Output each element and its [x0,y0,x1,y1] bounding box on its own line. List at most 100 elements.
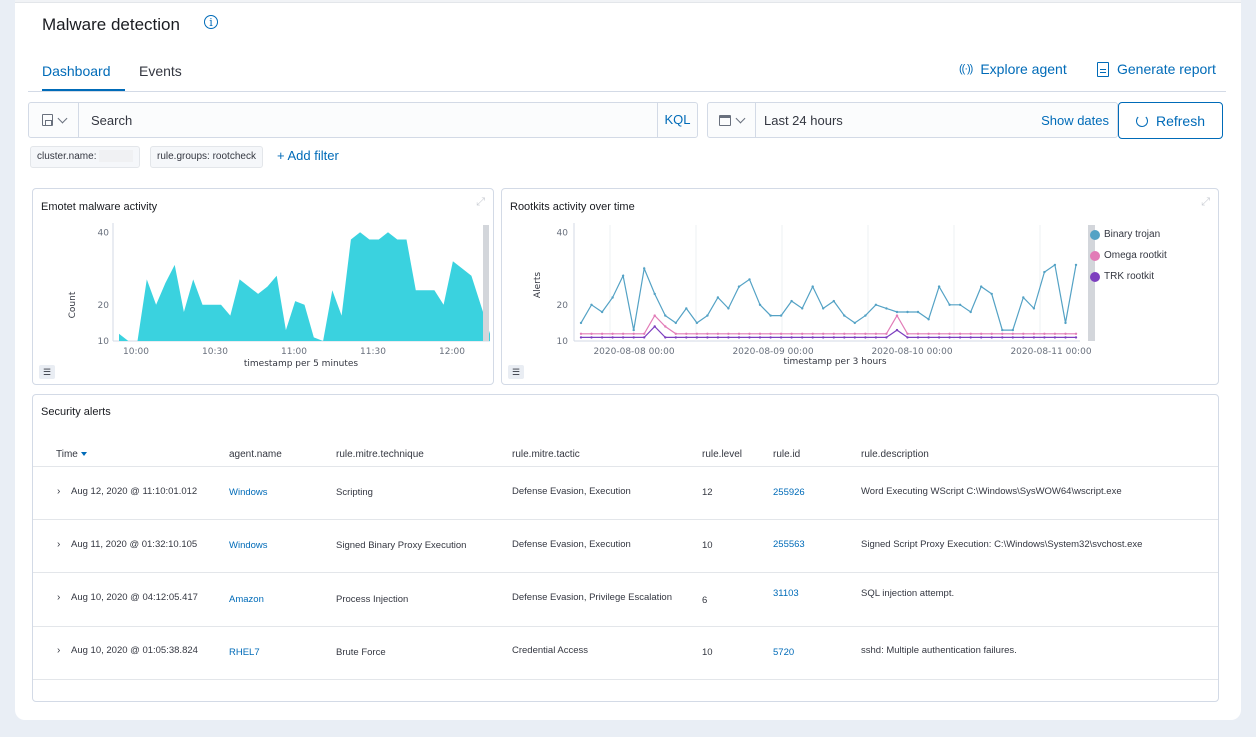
series-point [674,321,677,325]
expand-row-icon[interactable]: › [57,539,61,550]
info-icon[interactable]: i [204,15,218,29]
refresh-label: Refresh [1155,112,1206,129]
column-header-description[interactable]: rule.description [861,449,929,460]
query-bar: Search KQL [28,102,698,138]
series-point [1064,332,1067,335]
cell-technique: Scripting [336,487,373,498]
legend-toggle-icon[interactable]: ☰ [508,365,524,379]
y-tick-label: 20 [98,301,110,311]
expand-row-icon[interactable]: › [57,592,61,603]
legend-item-trk-rootkit[interactable]: TRK rootkit [1090,271,1167,282]
series-point [1053,336,1057,339]
series-point [801,332,804,335]
tab-events[interactable]: Events [139,63,182,79]
quick-date-menu[interactable] [708,103,756,137]
cell-tactic: Defense Evasion, Execution [512,539,631,550]
series-point [716,336,720,339]
legend-toggle-icon[interactable]: ☰ [39,365,55,379]
series-point [864,314,867,317]
series-point [1064,336,1067,339]
rootkits-legend: Binary trojan Omega rootkit TRK rootkit [1090,229,1167,292]
cell-time: Aug 10, 2020 @ 01:05:38.824 [71,645,198,656]
series-point [611,296,614,299]
series-point [906,332,909,335]
rootkits-panel: Rootkits activity over time ⤢ 40 20 10 2020… [501,188,1219,385]
cell-rule-id-link[interactable]: 31103 [773,588,799,599]
kql-toggle[interactable]: KQL [657,103,697,137]
column-header-agent[interactable]: agent.name [229,449,282,460]
legend-item-omega-rootkit[interactable]: Omega rootkit [1090,250,1167,261]
series-point [811,285,814,288]
series-point [643,336,646,339]
column-header-time[interactable]: Time [56,449,87,460]
column-header-rule-id[interactable]: rule.id [773,449,801,460]
series-point [621,332,625,335]
series-point [1064,321,1067,325]
series-point [737,336,741,339]
cell-agent-link[interactable]: Windows [229,487,268,498]
cell-agent-link[interactable]: Windows [229,540,268,551]
cell-level: 6 [702,595,708,606]
cell-rule-id-link[interactable]: 5720 [773,647,795,658]
show-dates-link[interactable]: Show dates [1041,113,1109,128]
series-point [600,336,604,339]
panel-title: Emotet malware activity [41,201,158,213]
series-point [853,321,856,325]
series-point [748,278,751,281]
filter-pill-cluster[interactable]: cluster.name: [30,146,141,168]
column-header-technique[interactable]: rule.mitre.technique [336,449,424,460]
saved-query-menu[interactable] [29,103,79,137]
series-point [916,332,920,335]
column-header-tactic[interactable]: rule.mitre.tactic [512,449,580,460]
column-header-level[interactable]: rule.level [702,449,743,460]
series-point [1053,332,1057,335]
document-icon [1097,61,1109,77]
expand-icon[interactable]: ⤢ [476,196,485,208]
cell-technique: Process Injection [336,594,409,605]
series-point [632,336,635,339]
series-point [758,336,762,339]
expand-row-icon[interactable]: › [57,645,61,656]
series-point [611,336,614,339]
redacted-value [99,150,134,163]
series-point [832,332,835,335]
series-point [632,332,635,335]
series-point [674,336,677,339]
cell-agent-link[interactable]: Amazon [229,594,264,605]
series-point [737,285,741,288]
series-point [653,314,656,317]
expand-row-icon[interactable]: › [57,486,61,497]
rootkits-chart: 40 20 10 2020-08-08 00:00 2020-08-09 00:00 20… [533,223,1095,367]
cell-rule-id-link[interactable]: 255926 [773,487,805,498]
date-range[interactable]: Last 24 hours [764,113,843,128]
series-point [958,332,962,335]
filter-pill-rule-groups[interactable]: rule.groups: rootcheck [150,146,263,168]
series-point [653,325,656,328]
tab-dashboard[interactable]: Dashboard [42,63,111,79]
x-tick-label: 2020-08-09 00:00 [732,347,813,357]
cell-level: 12 [702,487,713,498]
search-input[interactable]: Search [91,113,133,128]
cell-agent-link[interactable]: RHEL7 [229,647,260,658]
series-point [864,332,867,335]
explore-agent-button[interactable]: ((·)) Explore agent [959,61,1067,77]
series-point [716,332,720,335]
series-point [853,336,856,339]
series-point [1001,336,1004,339]
chevron-down-icon [57,113,67,123]
add-filter-link[interactable]: + Add filter [277,148,339,163]
generate-report-button[interactable]: Generate report [1097,61,1216,77]
refresh-button[interactable]: Refresh [1118,102,1223,139]
expand-icon[interactable]: ⤢ [1201,196,1210,208]
series-point [1022,332,1025,335]
legend-item-binary-trojan[interactable]: Binary trojan [1090,229,1167,240]
cell-rule-id-link[interactable]: 255563 [773,539,805,550]
series-point [643,332,646,335]
series-point [832,336,835,339]
series-point [1043,336,1046,339]
cell-level: 10 [702,540,713,551]
series-point [579,321,583,325]
series-point [916,336,920,339]
series-point [843,332,846,335]
refresh-icon [1135,114,1148,127]
